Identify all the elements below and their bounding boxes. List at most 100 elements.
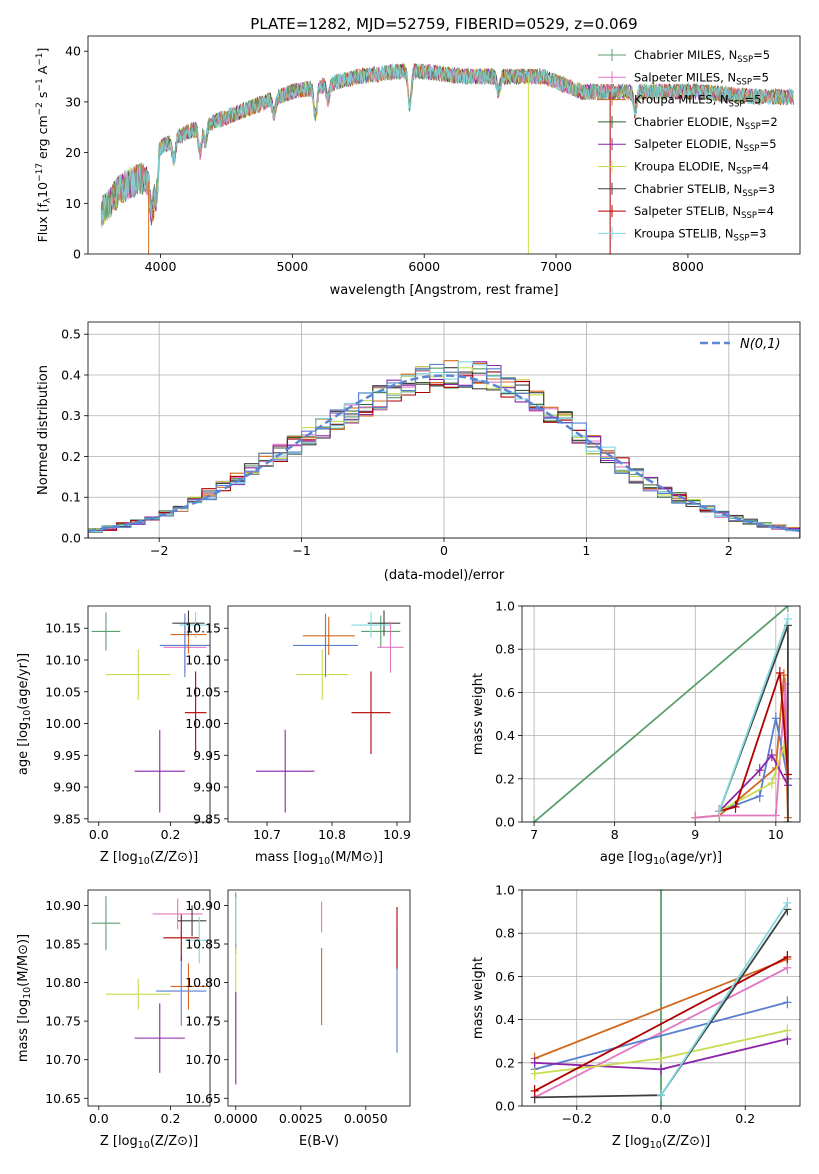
y-tick-label: 0.8	[495, 642, 515, 657]
y-tick-label: 10.70	[45, 1052, 81, 1067]
weight-line-kroupa-stelib	[660, 902, 789, 1096]
weight-line-salpeter-miles	[534, 966, 788, 1099]
y-tick-label: 0.2	[495, 1055, 515, 1070]
axes-frame	[87, 35, 801, 255]
x-tick-label: 10	[768, 827, 784, 842]
x-tick-label: 8	[611, 827, 619, 842]
y-tick-label: 10.90	[185, 898, 221, 913]
y-tick-label: 10.80	[45, 975, 81, 990]
y-tick-label: 9.90	[193, 780, 221, 795]
y-tick-label: 10.10	[185, 653, 221, 668]
figure-title: PLATE=1282, MJD=52759, FIBERID=0529, z=0…	[250, 15, 637, 33]
x-tick-label: 1	[582, 543, 590, 558]
weight-line-blue	[719, 718, 789, 813]
x-axis-label: age [log10(age/yr)]	[600, 850, 722, 867]
axes-frame	[87, 321, 801, 539]
x-tick-label: 0.0	[651, 1111, 671, 1126]
x-tick-label: −0.2	[562, 1111, 592, 1126]
y-tick-label: 0.4	[61, 367, 81, 382]
plot-area	[91, 896, 210, 1073]
y-axis-label: Normed distribution	[36, 365, 51, 495]
weight-line-salpeter-stelib	[534, 956, 788, 1092]
grid	[88, 322, 800, 539]
x-tick-label: 4000	[145, 259, 177, 274]
spectrum-line-kroupa-stelib	[100, 63, 794, 229]
x-tick-label: 0.2	[735, 1111, 755, 1126]
legend-entry: Chabrier MILES, NSSP=5	[634, 48, 770, 65]
plot-area	[100, 62, 794, 254]
weight-line-salpeter-elodie	[718, 753, 789, 812]
x-tick-label: 0.0	[89, 1111, 109, 1126]
y-tick-label: 10.10	[45, 653, 81, 668]
y-axis-label: mass weight	[471, 957, 486, 1039]
legend-entry: Chabrier STELIB, NSSP=3	[634, 182, 775, 199]
y-tick-label: 10.85	[45, 937, 81, 952]
y-tick-label: 40	[65, 44, 81, 59]
age-vs-metallicity-panel: 0.0 0.2 9.85 9.90 9.95 10.00 10.05 10.10 10.15 Z …	[16, 605, 211, 867]
x-axis-label: Z [log10(Z/Z⊙)]	[612, 1134, 710, 1151]
x-tick-label: 0.0025	[279, 1111, 323, 1126]
legend-entry: Kroupa MILES, NSSP=5	[634, 93, 761, 110]
y-tick-label: 0.0	[495, 815, 515, 830]
x-tick-label: 10.9	[383, 827, 411, 842]
y-tick-label: 10.75	[45, 1014, 81, 1029]
y-tick-label: 0.2	[495, 771, 515, 786]
x-axis-label: wavelength [Angstrom, rest frame]	[330, 283, 559, 298]
y-tick-label: 10.00	[185, 716, 221, 731]
spectrum-panel: 4000 5000 6000 7000 8000 0 10 20 30 40 Chabrier MI…	[35, 35, 801, 298]
spectrum-legend: Chabrier MILES, NSSP=5 Salpeter MILES, NS…	[598, 48, 778, 243]
axes-frame	[227, 889, 411, 1107]
x-axis-label: (data-model)/error	[384, 568, 505, 583]
y-tick-label: 20	[65, 145, 81, 160]
y-tick-label: 0.5	[61, 327, 81, 342]
x-tick-label: 8000	[672, 259, 704, 274]
x-axis-label: Z [log10(Z/Z⊙)]	[100, 850, 198, 867]
x-tick-label: −2	[150, 543, 168, 558]
y-tick-label: 10.70	[185, 1052, 221, 1067]
residuals-panel: −2 −1 0 1 2 0.0 0.1 0.2 0.3 0.4 0.5 N(0,1) (data-mod…	[36, 321, 801, 583]
y-tick-label: 9.95	[53, 748, 81, 763]
x-tick-label: 5000	[276, 259, 308, 274]
x-tick-label: 2	[725, 543, 733, 558]
y-tick-label: 0.4	[495, 1012, 515, 1027]
y-tick-label: 0.6	[495, 969, 515, 984]
y-tick-label: 10.75	[185, 1014, 221, 1029]
weight-line-chabrier-miles	[533, 606, 789, 822]
x-tick-label: 9	[691, 827, 699, 842]
plot-area	[530, 606, 792, 822]
legend-entry: Salpeter MILES, NSSP=5	[634, 70, 769, 87]
legend-entry: Chabrier ELODIE, NSSP=2	[634, 115, 778, 132]
y-tick-label: 1.0	[495, 883, 515, 898]
x-tick-label: 0.0050	[344, 1111, 388, 1126]
axes-frame	[521, 605, 801, 823]
mass-vs-extinction-panel: 0.0000 0.0025 0.0050 10.65 10.70 10.75 10.80 10…	[185, 889, 411, 1149]
plot-area	[255, 610, 404, 813]
legend-entry: Salpeter ELODIE, NSSP=5	[634, 137, 777, 154]
y-tick-label: 0.4	[495, 728, 515, 743]
weight-line-salpeter-stelib	[719, 672, 789, 813]
y-tick-label: 1.0	[495, 599, 515, 614]
x-tick-label: 10.8	[318, 827, 346, 842]
axes-frame	[87, 605, 211, 823]
y-tick-label: 10.00	[45, 716, 81, 731]
y-tick-label: 9.95	[193, 748, 221, 763]
x-tick-label: 0	[440, 543, 448, 558]
legend-entry: N(0,1)	[740, 337, 781, 352]
x-tick-label: 0.0000	[214, 1111, 258, 1126]
y-tick-label: 9.85	[53, 811, 81, 826]
axes-frame	[87, 889, 211, 1107]
weight-line-blue	[534, 1001, 788, 1071]
x-tick-label: 10.7	[253, 827, 281, 842]
histogram-salpeter-stelib	[88, 371, 800, 538]
axes-frame	[227, 605, 411, 823]
y-tick-label: 10.65	[185, 1091, 221, 1106]
y-tick-label: 0.0	[495, 1099, 515, 1114]
plot-area	[530, 890, 792, 1106]
y-tick-label: 10.05	[185, 684, 221, 699]
y-tick-label: 0.2	[61, 449, 81, 464]
x-tick-label: 7	[530, 827, 538, 842]
y-axis-label: age [log10(age/yr)]	[16, 653, 33, 775]
y-tick-label: 0.6	[495, 685, 515, 700]
y-tick-label: 0.0	[61, 531, 81, 546]
plot-area	[91, 610, 210, 813]
